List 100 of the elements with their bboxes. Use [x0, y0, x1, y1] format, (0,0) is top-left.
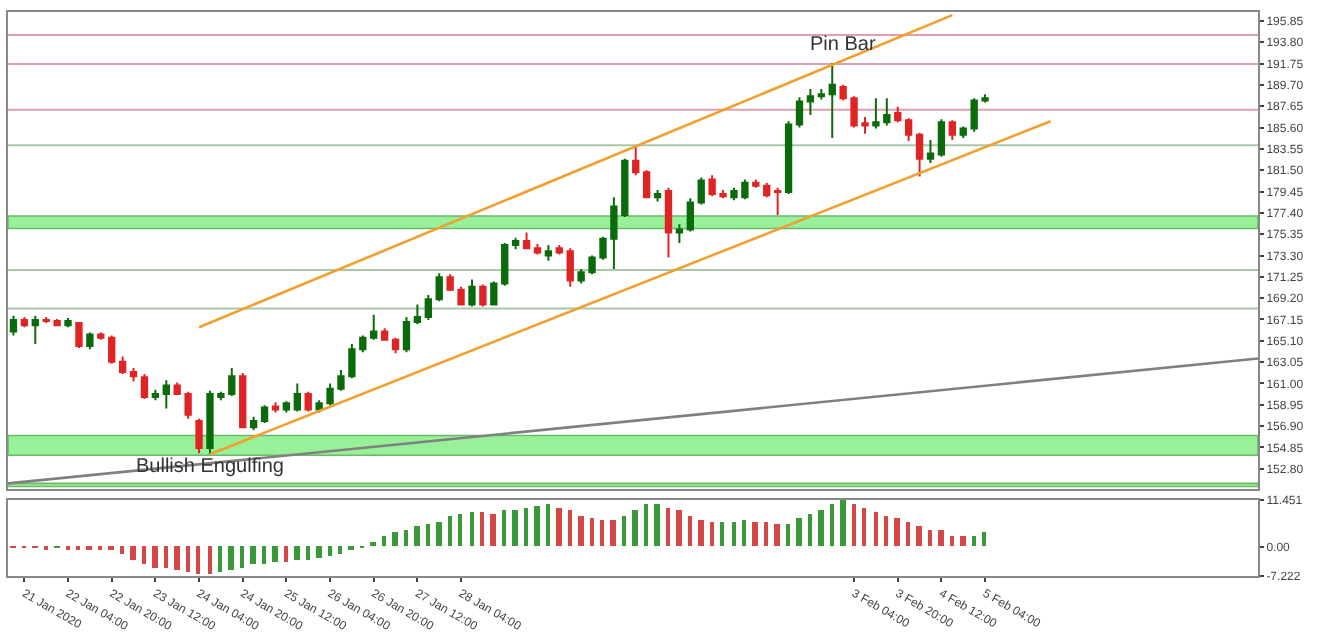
- candlestick: [642, 169, 651, 200]
- candlestick: [468, 278, 476, 308]
- bar: [720, 521, 724, 546]
- bar: [688, 515, 692, 546]
- bar: [774, 523, 780, 546]
- bar: [164, 545, 168, 568]
- bar: [698, 519, 704, 546]
- bar: [196, 545, 200, 574]
- bar: [928, 529, 932, 546]
- candlestick: [697, 176, 705, 206]
- candlestick: [894, 105, 902, 124]
- candlestick: [926, 138, 935, 164]
- bar: [644, 503, 648, 546]
- bar: [490, 513, 496, 546]
- candlestick: [773, 186, 782, 216]
- bar: [240, 545, 244, 568]
- bar: [654, 503, 660, 546]
- bar: [250, 545, 256, 564]
- bar: [960, 535, 966, 546]
- candlestick: [806, 88, 815, 117]
- candlestick: [86, 331, 94, 351]
- bar: [742, 519, 746, 546]
- candlestick: [435, 272, 443, 303]
- bar: [208, 545, 212, 574]
- bar: [950, 535, 954, 546]
- bar: [272, 545, 278, 562]
- candlestick: [293, 382, 301, 413]
- bar: [262, 545, 266, 564]
- bar: [764, 521, 768, 546]
- bar: [916, 525, 922, 546]
- bar: [228, 545, 234, 570]
- candlestick: [413, 303, 422, 326]
- bar: [796, 517, 802, 546]
- candlestick: [479, 283, 487, 308]
- bar: [818, 509, 824, 546]
- bar: [534, 505, 540, 546]
- bar: [404, 529, 408, 546]
- bar: [840, 499, 846, 546]
- bar: [284, 545, 288, 562]
- bar: [852, 503, 856, 546]
- bar: [972, 535, 976, 546]
- candlestick: [544, 244, 553, 262]
- bar: [894, 517, 900, 546]
- candlestick: [402, 315, 411, 354]
- candlestick: [380, 327, 389, 342]
- bar: [512, 509, 518, 546]
- candlestick: [391, 336, 400, 355]
- bar: [982, 531, 986, 546]
- bar: [448, 515, 452, 546]
- candlestick: [490, 280, 498, 307]
- bar: [710, 521, 714, 546]
- bar: [546, 503, 550, 546]
- candlestick: [555, 244, 563, 256]
- candlestick: [151, 388, 160, 402]
- candlestick: [511, 236, 520, 251]
- candlestick: [915, 131, 924, 178]
- bar: [676, 509, 682, 546]
- bar: [874, 511, 878, 546]
- candlestick: [653, 188, 662, 203]
- bar: [186, 545, 190, 572]
- bar: [578, 515, 584, 546]
- bar: [294, 545, 300, 560]
- bar: [328, 545, 332, 556]
- bar: [752, 521, 758, 546]
- candlestick: [784, 120, 793, 196]
- bar: [120, 545, 124, 554]
- bar: [600, 519, 604, 546]
- candlestick: [533, 243, 542, 256]
- bar: [382, 535, 386, 546]
- bar: [632, 509, 638, 546]
- bar: [316, 545, 322, 558]
- candlestick: [675, 223, 684, 244]
- candlestick: [817, 88, 825, 101]
- bar: [130, 545, 136, 560]
- bar: [622, 515, 626, 546]
- candlestick: [664, 186, 673, 259]
- bar: [524, 507, 528, 546]
- bar: [306, 545, 310, 560]
- candlestick: [118, 355, 127, 376]
- bar: [862, 507, 866, 546]
- bar: [414, 525, 420, 546]
- candlestick: [795, 96, 804, 129]
- candlestick: [501, 242, 509, 287]
- candlestick: [904, 117, 913, 143]
- bar: [470, 511, 474, 546]
- bar: [480, 511, 484, 546]
- candlestick: [140, 373, 149, 401]
- candlestick: [304, 390, 312, 413]
- candlestick: [282, 400, 291, 414]
- candlestick: [239, 372, 247, 430]
- candlestick: [686, 197, 694, 233]
- candlestick: [249, 415, 258, 432]
- bar: [732, 521, 736, 546]
- bar: [338, 545, 342, 554]
- candlestick: [370, 313, 378, 341]
- bar: [590, 517, 594, 546]
- candlestick: [31, 314, 39, 345]
- candlestick: [937, 118, 946, 158]
- bar: [610, 519, 616, 546]
- bar: [502, 509, 506, 546]
